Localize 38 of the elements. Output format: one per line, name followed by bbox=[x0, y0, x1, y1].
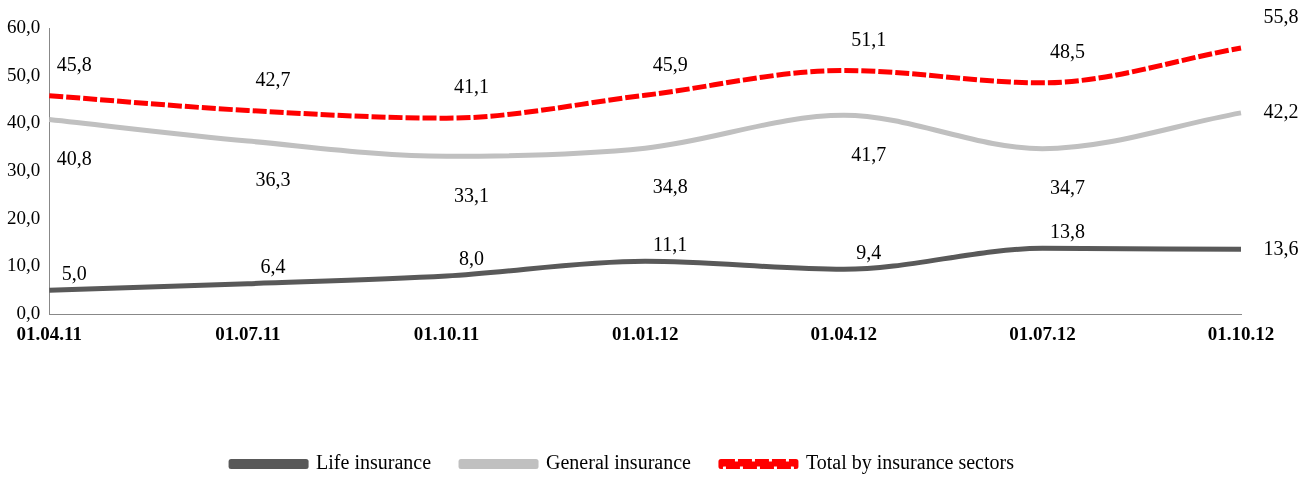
data-label: 34,8 bbox=[652, 175, 688, 198]
data-label: 13,6 bbox=[1263, 236, 1299, 259]
y-tick-label: 10,0 bbox=[7, 254, 41, 276]
data-label: 6,4 bbox=[260, 254, 286, 277]
data-label: 45,9 bbox=[652, 52, 688, 75]
data-label: 41,7 bbox=[851, 142, 887, 165]
y-tick-label: 0,0 bbox=[16, 302, 41, 324]
x-tick-label: 01.04.12 bbox=[810, 322, 877, 344]
data-label: 9,4 bbox=[856, 240, 882, 263]
x-tick-label: 01.07.11 bbox=[215, 322, 281, 344]
x-tick-label: 01.01.12 bbox=[611, 322, 679, 344]
data-label: 11,1 bbox=[652, 232, 688, 255]
data-label: 5,0 bbox=[61, 261, 87, 284]
data-label: 33,1 bbox=[454, 183, 489, 206]
data-label: 13,8 bbox=[1049, 219, 1085, 242]
y-tick-label: 60,0 bbox=[7, 15, 41, 37]
legend-label: General insurance bbox=[546, 451, 692, 474]
legend-label: Total by insurance sectors bbox=[805, 451, 1015, 475]
data-label: 34,7 bbox=[1049, 175, 1085, 198]
data-label: 8,0 bbox=[459, 247, 484, 270]
data-label: 45,8 bbox=[56, 52, 92, 75]
x-tick-label: 01.04.11 bbox=[16, 322, 82, 344]
y-tick-label: 50,0 bbox=[7, 63, 41, 85]
data-label: 41,1 bbox=[454, 75, 489, 98]
y-tick-label: 40,0 bbox=[7, 111, 41, 133]
x-tick-label: 01.10.12 bbox=[1207, 322, 1275, 344]
y-tick-label: 30,0 bbox=[7, 159, 41, 181]
data-label: 42,7 bbox=[255, 67, 291, 90]
data-label: 36,3 bbox=[255, 168, 291, 191]
legend-label: Life insurance bbox=[316, 451, 432, 474]
data-label: 42,2 bbox=[1263, 100, 1299, 123]
data-label: 55,8 bbox=[1263, 5, 1299, 28]
y-tick-label: 20,0 bbox=[7, 206, 41, 228]
data-label: 48,5 bbox=[1049, 40, 1085, 63]
data-label: 40,8 bbox=[56, 146, 92, 169]
x-tick-label: 01.10.11 bbox=[413, 322, 480, 344]
data-label: 51,1 bbox=[851, 27, 887, 50]
x-tick-label: 01.07.12 bbox=[1009, 322, 1076, 344]
